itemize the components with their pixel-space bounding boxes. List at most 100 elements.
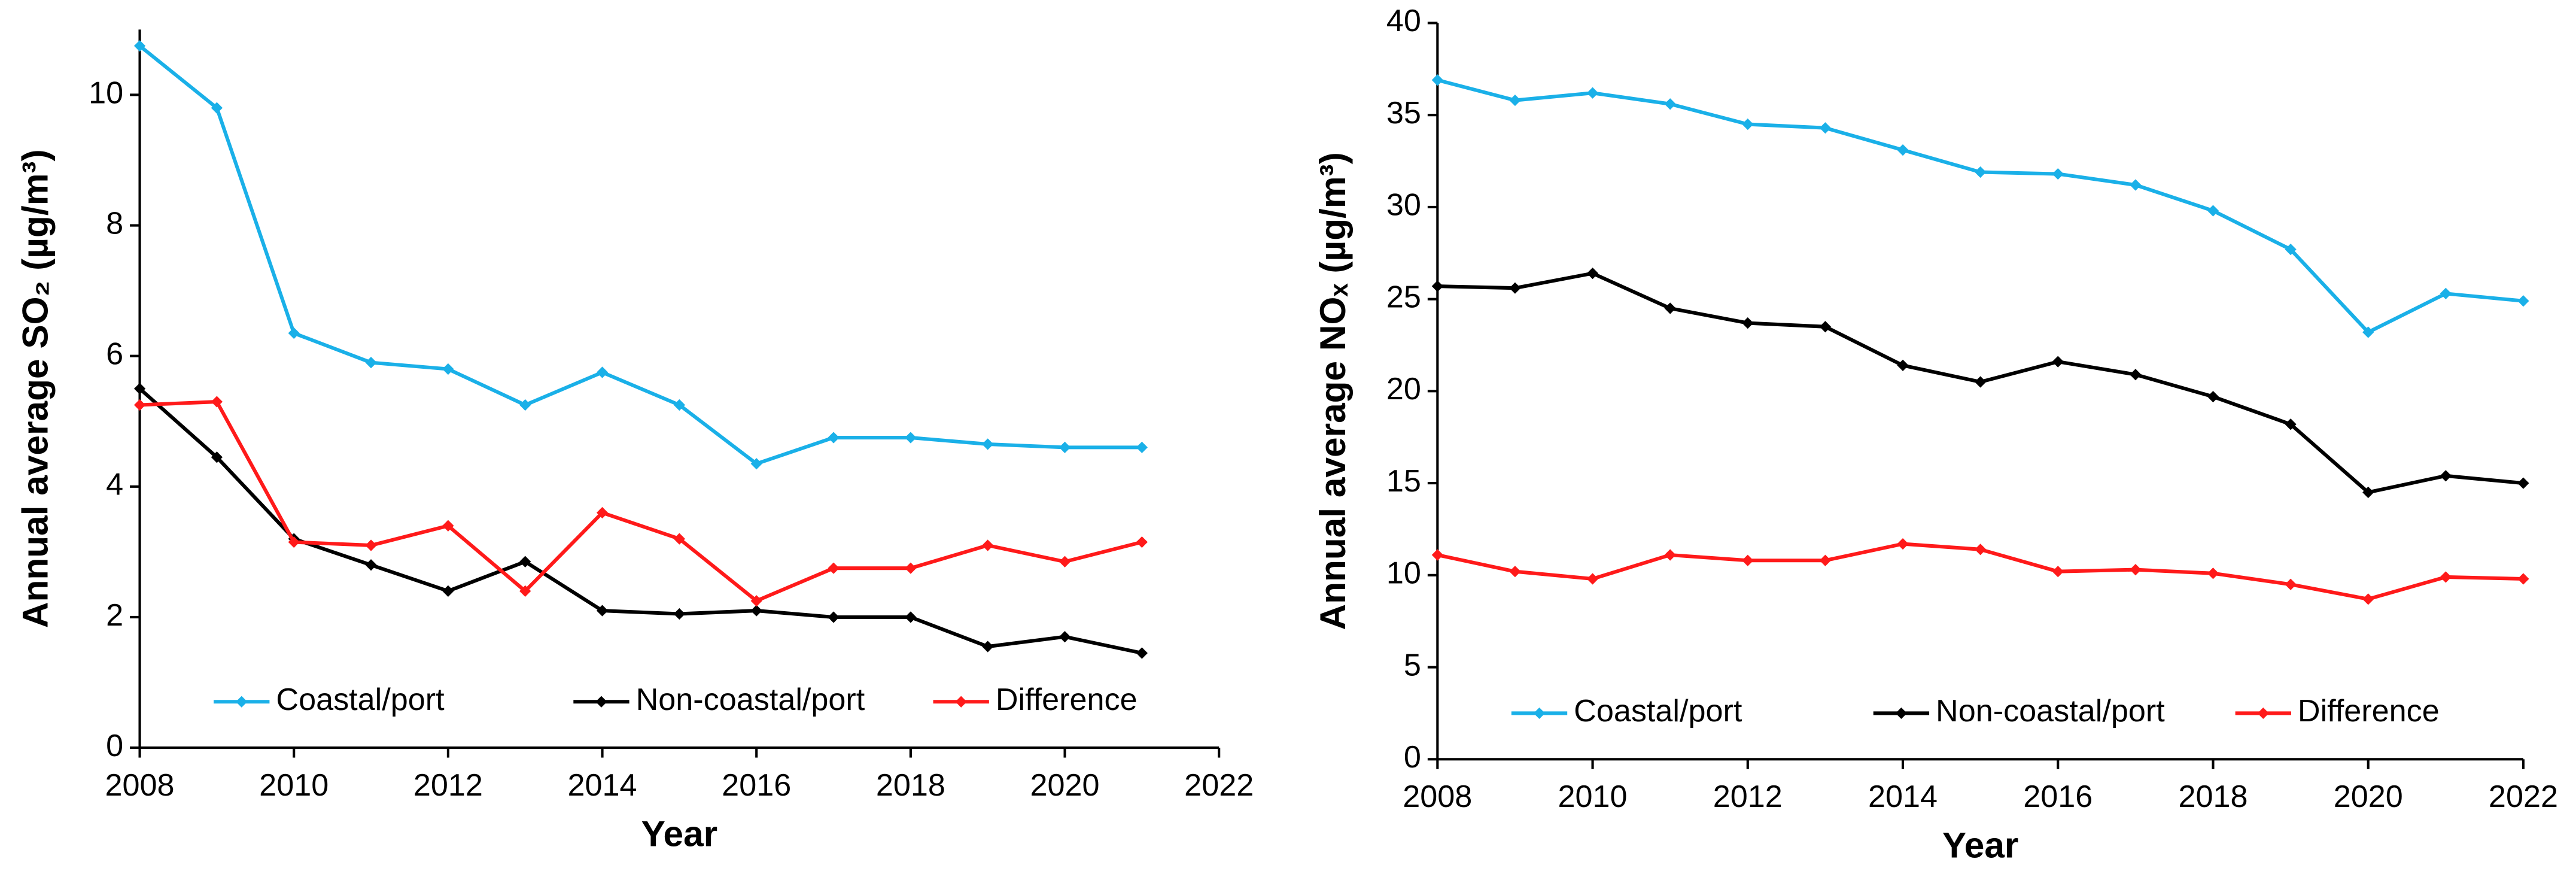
y-tick-label: 2	[106, 598, 123, 633]
point	[442, 363, 454, 375]
point	[1586, 87, 1599, 99]
x-tick-label: 2008	[105, 768, 175, 803]
point	[2517, 295, 2529, 307]
point	[1586, 573, 1599, 585]
point	[365, 539, 377, 551]
y-tick-label: 40	[1386, 4, 1421, 38]
y-tick-label: 10	[1386, 556, 1421, 591]
point	[2362, 326, 2374, 338]
point	[1136, 536, 1148, 548]
point	[750, 595, 762, 607]
x-tick-label: 2012	[413, 768, 483, 803]
point	[2130, 564, 2142, 576]
point	[1742, 317, 1754, 329]
x-tick-label: 2010	[259, 768, 329, 803]
point	[673, 399, 685, 411]
legend-label: Difference	[996, 682, 1138, 717]
x-tick-label: 2008	[1403, 779, 1472, 814]
y-tick-label: 20	[1386, 372, 1421, 406]
series-line	[139, 399, 1143, 603]
y-tick-label: 0	[106, 729, 123, 763]
y-tick-label: 10	[89, 75, 123, 110]
point	[2285, 578, 2297, 590]
point	[365, 357, 377, 369]
point	[1975, 166, 1987, 178]
point	[519, 585, 531, 597]
x-tick-label: 2010	[1558, 779, 1628, 814]
x-tick-label: 2012	[1713, 779, 1783, 814]
point	[1664, 98, 1676, 110]
point	[2440, 287, 2452, 300]
legend-marker	[2257, 707, 2269, 720]
point	[2362, 486, 2374, 499]
point	[442, 585, 454, 597]
point	[1431, 280, 1443, 292]
point	[2130, 369, 2142, 381]
point	[1431, 549, 1443, 561]
point	[2362, 593, 2374, 605]
point	[133, 383, 146, 394]
y-tick-label: 15	[1386, 464, 1421, 499]
point	[982, 438, 994, 450]
x-axis-title: Year	[1942, 825, 2019, 866]
point	[2052, 168, 2064, 180]
legend-marker	[1533, 707, 1546, 720]
x-tick-label: 2018	[876, 768, 945, 803]
point	[905, 611, 917, 623]
x-tick-label: 2016	[2023, 779, 2093, 814]
y-tick-label: 25	[1386, 280, 1421, 314]
point	[2517, 573, 2529, 585]
point	[2440, 470, 2452, 482]
y-axis-title: Annual average NOₓ (µg/m³)	[1312, 152, 1353, 630]
point	[1897, 538, 1909, 550]
point	[365, 559, 377, 571]
point	[750, 458, 762, 470]
x-tick-label: 2016	[722, 768, 791, 803]
series-line	[138, 387, 1142, 655]
point	[133, 40, 146, 52]
point	[2052, 356, 2064, 368]
legend-label: Coastal/port	[1574, 694, 1742, 729]
x-tick-label: 2014	[1868, 779, 1938, 814]
point	[828, 432, 840, 444]
legend-label: Non-coastal/port	[636, 682, 865, 717]
point	[1819, 321, 1832, 333]
point	[1509, 566, 1521, 578]
point	[905, 562, 917, 574]
point	[1819, 554, 1832, 566]
point	[828, 562, 840, 574]
y-tick-label: 8	[106, 206, 123, 241]
legend-label: Non-coastal/port	[1936, 694, 2165, 729]
x-tick-label: 2018	[2178, 779, 2247, 814]
x-tick-label: 2014	[568, 768, 637, 803]
point	[596, 366, 609, 378]
point	[133, 399, 146, 411]
y-axis-title: Annual average SO₂ (µg/m³)	[14, 149, 55, 628]
legend-label: Difference	[2298, 694, 2440, 729]
point	[673, 608, 685, 620]
point	[2440, 571, 2452, 583]
point	[1509, 94, 1521, 107]
y-tick-label: 6	[106, 337, 123, 372]
series-line	[1437, 78, 2524, 335]
point	[1742, 118, 1754, 131]
point	[1136, 647, 1148, 659]
x-tick-label: 2020	[1030, 768, 1100, 803]
y-tick-label: 0	[1404, 740, 1421, 775]
y-tick-label: 4	[106, 468, 123, 502]
point	[1509, 282, 1521, 294]
point	[673, 533, 685, 545]
point	[2207, 205, 2219, 217]
point	[2207, 390, 2219, 403]
point	[1059, 441, 1071, 454]
point	[1586, 267, 1599, 280]
y-tick-label: 30	[1386, 188, 1421, 223]
legend-marker	[955, 696, 967, 708]
series-line	[138, 44, 1142, 466]
point	[596, 506, 609, 519]
point	[828, 611, 840, 623]
point	[2130, 179, 2142, 191]
point	[2207, 567, 2219, 579]
